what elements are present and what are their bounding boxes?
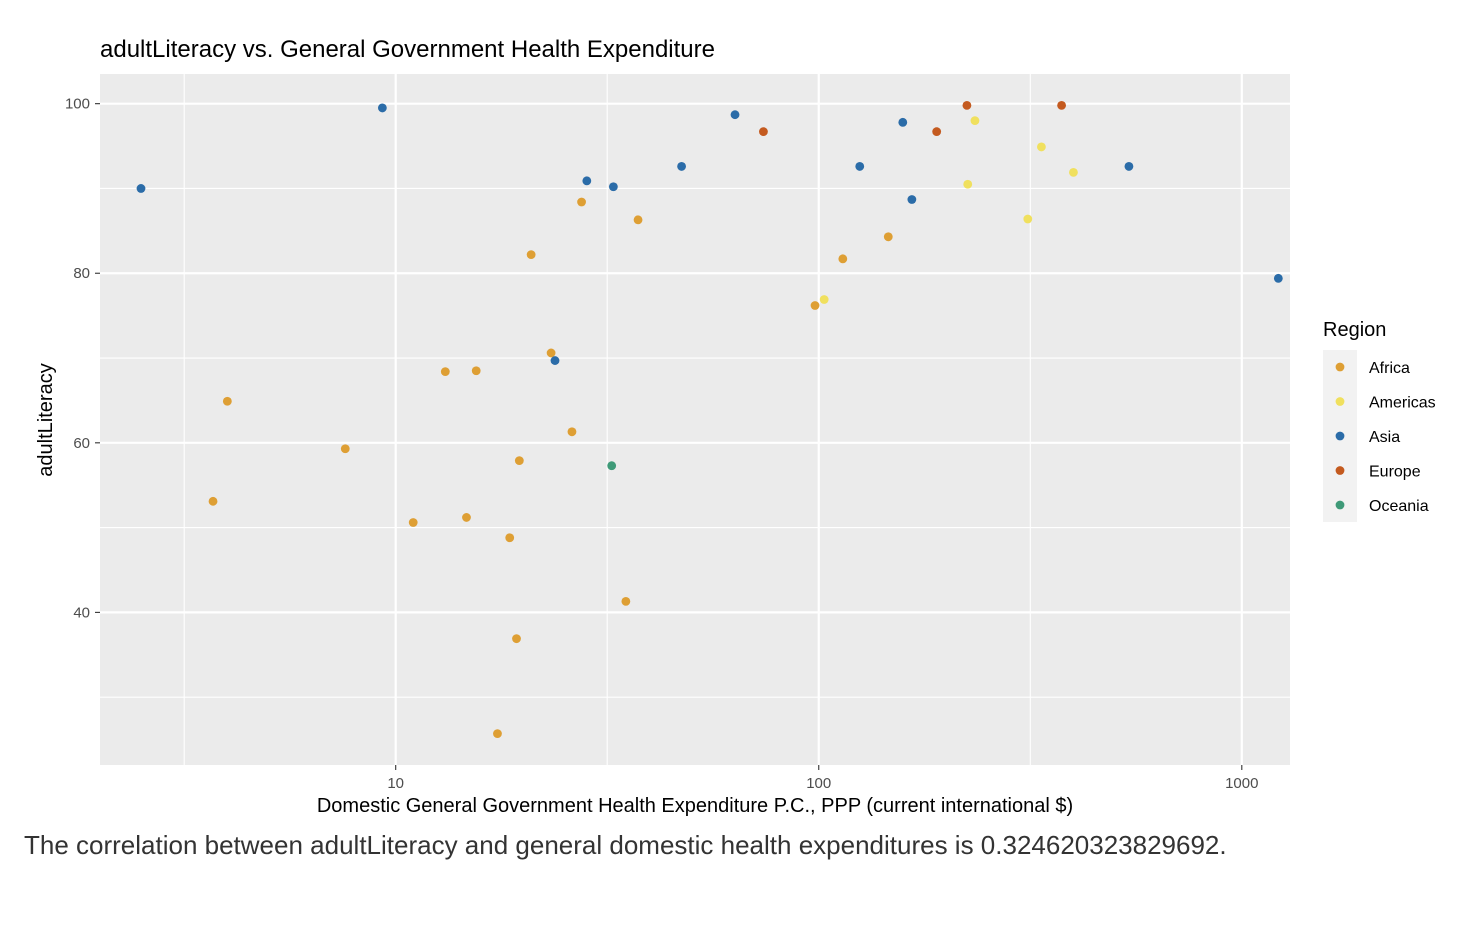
data-point-americas <box>819 295 829 304</box>
scatter-chart: adultLiteracy vs. General Government Hea… <box>35 36 1436 817</box>
x-axis-label: Domestic General Government Health Expen… <box>317 795 1073 817</box>
data-point-asia <box>730 110 740 120</box>
data-point-africa <box>440 367 450 376</box>
data-point-africa <box>633 215 643 225</box>
data-point-africa <box>340 444 350 454</box>
data-point-asia <box>550 356 560 365</box>
data-point-africa <box>546 348 556 358</box>
data-point-asia <box>136 184 146 193</box>
chart-title: adultLiteracy vs. General Government Hea… <box>100 36 715 63</box>
legend-title: Region <box>1323 319 1386 341</box>
data-point-africa <box>462 513 471 522</box>
data-point-asia <box>1273 273 1283 283</box>
data-point-africa <box>505 533 515 543</box>
y-axis-label: adultLiteracy <box>35 363 57 476</box>
legend-label-americas: Americas <box>1369 395 1436 412</box>
data-point-asia <box>377 103 387 113</box>
data-point-asia <box>1124 162 1134 171</box>
grid-lines <box>100 74 1290 765</box>
data-point-asia <box>608 182 618 192</box>
data-point-asia <box>677 162 686 171</box>
data-point-europe <box>759 127 768 137</box>
legend-key-europe <box>1335 466 1345 475</box>
y-tick-label: 60 <box>73 435 90 452</box>
data-point-africa <box>512 634 521 644</box>
legend-label-europe: Europe <box>1369 464 1421 481</box>
data-point-africa <box>567 427 577 437</box>
x-tick-label: 100 <box>806 775 831 792</box>
data-point-africa <box>493 729 502 739</box>
data-point-americas <box>1037 142 1046 152</box>
legend-label-asia: Asia <box>1369 429 1400 446</box>
data-point-africa <box>471 366 481 376</box>
legend-items: Africa Americas Asia Europe Oceania <box>1335 360 1436 515</box>
data-point-africa <box>526 250 536 259</box>
data-point-africa <box>514 456 524 466</box>
correlation-caption: The correlation between adultLiteracy an… <box>24 830 1227 860</box>
axis-ticks: 10 100 1000 40 60 80 100 <box>65 96 1259 792</box>
data-point-asia <box>855 162 865 171</box>
data-point-europe <box>962 100 972 110</box>
y-tick-label: 100 <box>65 96 90 113</box>
y-tick-label: 40 <box>73 604 90 621</box>
y-tick-label: 80 <box>73 265 90 282</box>
legend-label-africa: Africa <box>1369 360 1410 377</box>
data-point-oceania <box>607 461 617 471</box>
legend-key-asia <box>1335 431 1345 441</box>
data-points <box>136 100 1283 739</box>
legend-label-oceania: Oceania <box>1369 498 1429 515</box>
legend-key-oceania <box>1335 500 1345 510</box>
data-point-asia <box>898 117 908 127</box>
legend: Region Africa Americas Asia Europe Oceania <box>1323 319 1436 522</box>
data-point-europe <box>932 127 942 137</box>
x-tick-label: 10 <box>387 775 404 792</box>
data-point-africa <box>408 518 418 527</box>
data-point-europe <box>1057 100 1066 110</box>
data-point-africa <box>577 197 586 207</box>
data-point-asia <box>582 176 592 186</box>
data-point-americas <box>963 179 973 189</box>
plot-panel <box>100 74 1290 765</box>
data-point-africa <box>883 232 893 242</box>
data-point-africa <box>208 496 218 506</box>
legend-key-americas <box>1335 397 1345 406</box>
legend-key-africa <box>1335 362 1345 372</box>
data-point-americas <box>970 116 980 126</box>
data-point-americas <box>1023 214 1033 224</box>
data-point-americas <box>1069 167 1078 177</box>
data-point-africa <box>810 301 820 310</box>
x-tick-label: 1000 <box>1225 775 1258 792</box>
data-point-africa <box>222 396 232 406</box>
data-point-asia <box>907 195 917 204</box>
data-point-africa <box>621 596 631 606</box>
data-point-africa <box>838 254 848 264</box>
